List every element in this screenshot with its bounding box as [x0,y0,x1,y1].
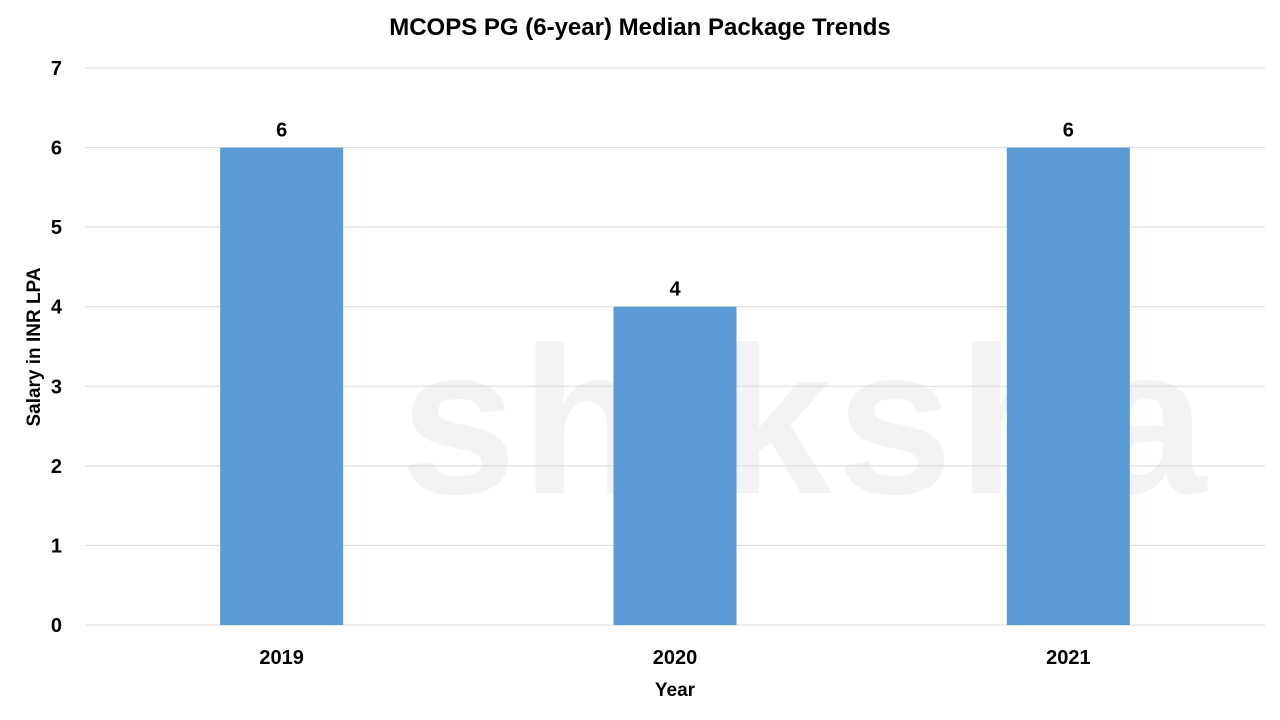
x-tick-label: 2020 [653,647,698,669]
y-axis-label: Salary in INR LPA [24,267,45,426]
bar-2021 [1006,147,1130,626]
bar-2019 [220,147,344,626]
x-tick-label: 2021 [1046,647,1091,669]
y-tick-label: 0 [51,615,62,637]
y-tick-label: 3 [51,376,62,398]
data-label: 6 [276,120,287,142]
y-tick-label: 2 [51,456,62,478]
data-label: 6 [1063,120,1074,142]
y-tick-label: 7 [51,58,62,80]
data-label: 4 [669,279,681,301]
y-tick-label: 6 [51,138,62,160]
y-tick-label: 1 [51,535,62,557]
x-axis-label: Year [655,680,696,701]
y-tick-label: 5 [51,217,62,239]
x-tick-label: 2019 [259,647,304,669]
y-tick-label: 4 [51,297,63,319]
chart-title: MCOPS PG (6-year) Median Package Trends [389,14,891,41]
bar-2020 [613,306,737,625]
